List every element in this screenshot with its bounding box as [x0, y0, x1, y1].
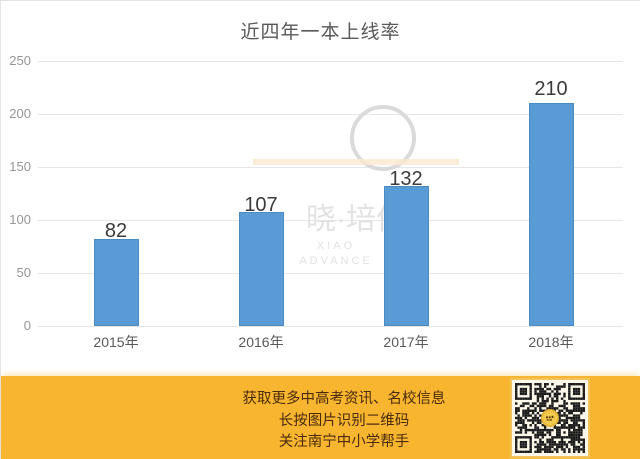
svg-text:ADVANCE: ADVANCE	[299, 255, 372, 267]
svg-text:XIAO: XIAO	[317, 240, 355, 252]
